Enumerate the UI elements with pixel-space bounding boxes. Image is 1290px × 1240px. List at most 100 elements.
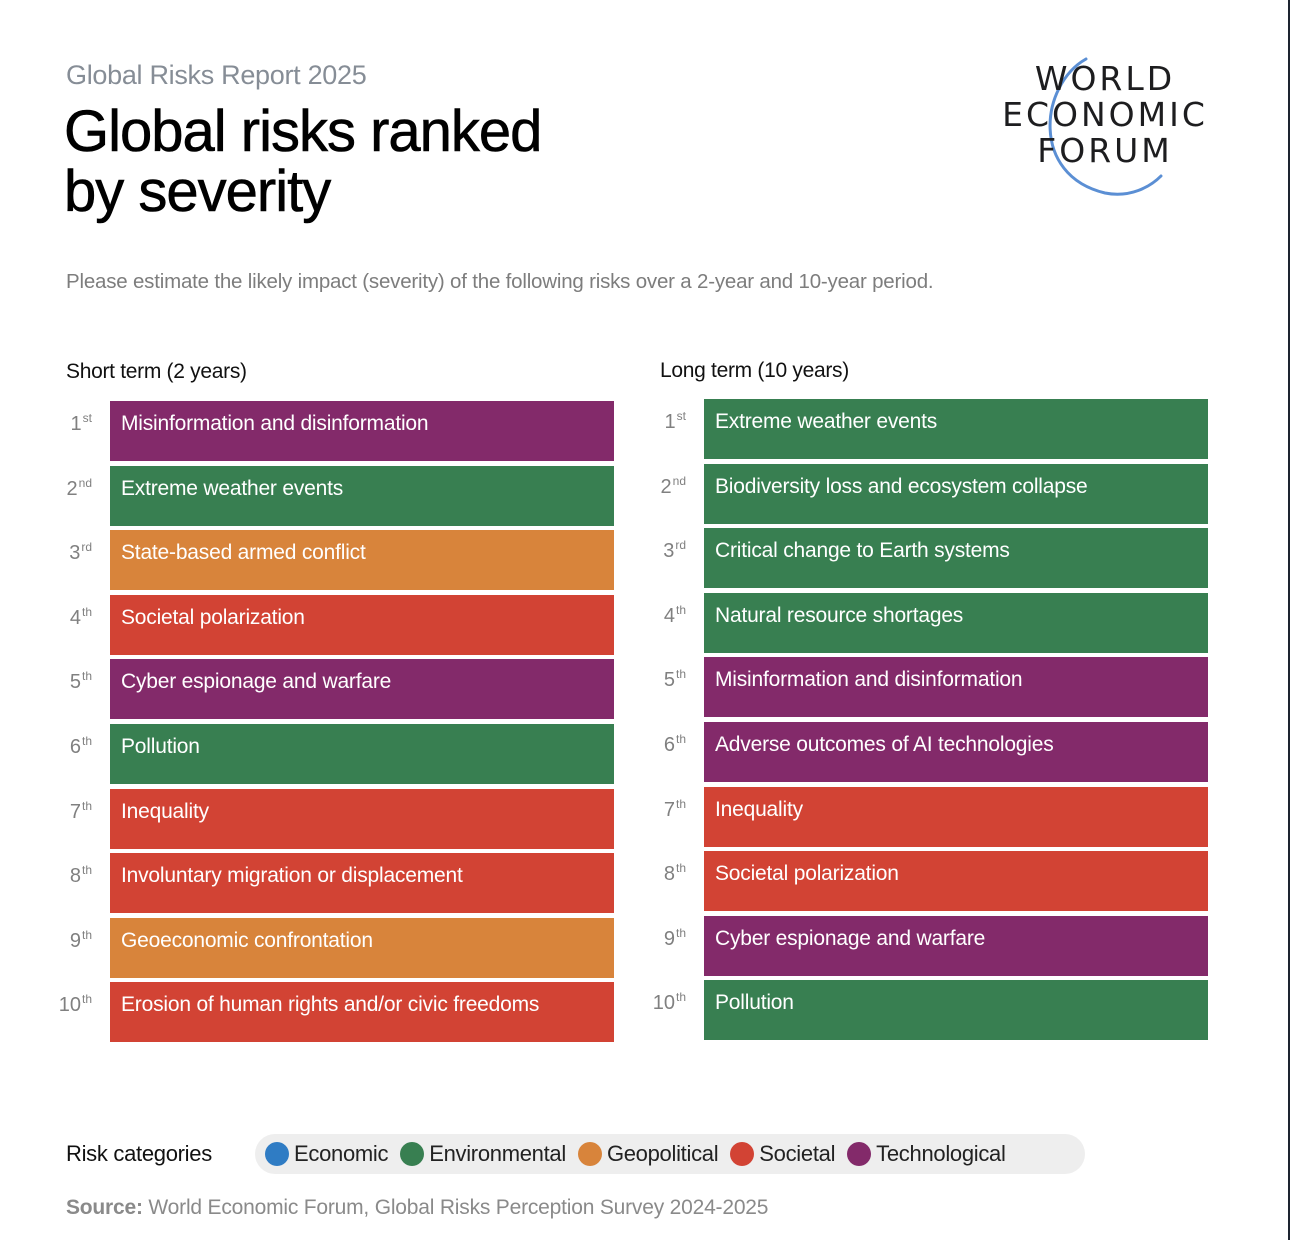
rank-label: 5th <box>48 669 92 694</box>
risk-bar-geopolitical: Geoeconomic confrontation <box>110 917 614 978</box>
legend-dot-icon <box>847 1142 872 1166</box>
risk-bar-societal: Societal polarization <box>704 851 1208 912</box>
rank-number: 2 <box>660 475 672 498</box>
rank-suffix: th <box>675 602 686 617</box>
rank-label: 10th <box>642 990 686 1015</box>
rank-number: 1 <box>664 411 676 433</box>
rank-label: 7th <box>48 798 92 824</box>
rank-number: 3 <box>663 540 675 563</box>
risk-bar-technological: Misinformation and disinformation <box>704 657 1208 718</box>
source-label: Source: <box>66 1196 143 1219</box>
rank-suffix: rd <box>81 540 92 555</box>
legend-dot-icon <box>730 1142 755 1166</box>
rank-suffix: th <box>675 667 686 682</box>
rank-number: 9 <box>663 927 675 950</box>
rank-suffix: nd <box>672 473 686 488</box>
rank-label: 8th <box>642 861 686 886</box>
rank-number: 10 <box>58 994 81 1017</box>
rank-suffix: th <box>81 927 92 942</box>
rank-suffix: th <box>675 990 686 1005</box>
rank-suffix: th <box>81 798 92 813</box>
rank-label: 2nd <box>642 473 686 499</box>
page-title: Global risks ranked by severity <box>64 101 543 224</box>
legend-label: Economic <box>294 1141 389 1166</box>
rank-label: 7th <box>642 796 686 822</box>
rank-number: 6 <box>69 736 81 758</box>
legend-label: Geopolitical <box>606 1141 719 1166</box>
legend-label: Environmental <box>429 1141 566 1166</box>
rank-label: 3rd <box>48 540 92 565</box>
risk-bar-societal: Erosion of human rights and/or civic fre… <box>110 982 614 1043</box>
rank-suffix: th <box>81 863 92 878</box>
legend-dot-icon <box>577 1142 602 1166</box>
risk-bar-environmental: Pollution <box>110 724 614 784</box>
rank-label: 2nd <box>48 476 92 501</box>
risk-bar-environmental: Critical change to Earth systems <box>704 528 1208 589</box>
rank-label: 9th <box>48 927 92 953</box>
logo-line-economic: ECONOMIC <box>1002 95 1208 134</box>
risk-bar-technological: Cyber espionage and warfare <box>704 915 1208 976</box>
rank-suffix: rd <box>675 538 686 553</box>
rank-number: 8 <box>663 863 675 886</box>
rank-suffix: th <box>675 732 686 746</box>
rank-suffix: th <box>675 861 686 876</box>
rank-suffix: th <box>675 925 686 940</box>
risk-bar-technological: Misinformation and disinformation <box>110 401 614 461</box>
risk-bar-societal: Involuntary migration or displacement <box>110 853 614 914</box>
rank-label: 9th <box>642 925 686 951</box>
rank-suffix: st <box>82 411 92 425</box>
rank-label: 1st <box>642 409 686 434</box>
rank-number: 4 <box>69 606 81 629</box>
rank-label: 3rd <box>642 538 686 563</box>
risk-bar-environmental: Pollution <box>704 980 1208 1041</box>
legend-item-economic: Economic <box>265 1141 389 1167</box>
legend-item-societal: Societal <box>730 1141 835 1167</box>
rank-number: 4 <box>663 604 675 627</box>
rank-suffix: th <box>81 604 92 619</box>
rank-suffix: th <box>81 669 92 684</box>
legend-item-environmental: Environmental <box>400 1141 566 1167</box>
risk-bar-geopolitical: State-based armed conflict <box>110 530 614 591</box>
short-term-header: Short term (2 years) <box>66 360 247 383</box>
risk-bar-societal: Inequality <box>704 786 1208 847</box>
legend-label: Societal <box>759 1141 836 1166</box>
rank-number: 9 <box>69 929 81 952</box>
source-note: Source: World Economic Forum, Global Ris… <box>66 1196 768 1220</box>
legend-label: Technological <box>876 1141 1006 1166</box>
rank-label: 4th <box>642 602 686 628</box>
risk-bar-technological: Adverse outcomes of AI technologies <box>704 722 1208 782</box>
legend-item-geopolitical: Geopolitical <box>577 1141 719 1167</box>
report-name: Global Risks Report 2025 <box>66 60 367 90</box>
rank-number: 6 <box>663 734 675 756</box>
logo-line-forum: FORUM <box>1037 131 1173 170</box>
rank-number: 5 <box>663 669 675 692</box>
title-line-2: by severity <box>64 159 332 224</box>
rank-number: 7 <box>69 800 81 823</box>
page-edge-line <box>1288 0 1290 1240</box>
legend-dot-icon <box>400 1142 425 1166</box>
source-text: World Economic Forum, Global Risks Perce… <box>142 1196 769 1219</box>
rank-suffix: st <box>676 409 686 423</box>
risk-bar-environmental: Natural resource shortages <box>704 592 1208 653</box>
long-term-header: Long term (10 years) <box>660 359 849 382</box>
rank-suffix: th <box>81 992 92 1007</box>
rank-number: 10 <box>652 992 675 1015</box>
wef-logo: WORLD ECONOMIC FORUM <box>985 55 1225 200</box>
rank-label: 10th <box>48 992 92 1017</box>
risk-bar-societal: Inequality <box>110 788 614 849</box>
subtitle: Please estimate the likely impact (sever… <box>66 270 934 293</box>
rank-label: 6th <box>642 732 686 757</box>
rank-suffix: th <box>675 796 686 811</box>
rank-label: 4th <box>48 604 92 630</box>
rank-number: 3 <box>69 542 81 565</box>
risk-bar-environmental: Extreme weather events <box>704 399 1208 459</box>
rank-number: 8 <box>69 865 81 888</box>
rank-number: 2 <box>66 477 78 500</box>
risk-bar-environmental: Biodiversity loss and ecosystem collapse <box>704 463 1208 524</box>
rank-number: 1 <box>70 413 82 435</box>
legend: Economic Environmental Geopolitical Societa… <box>255 1134 1085 1174</box>
risk-bar-societal: Societal polarization <box>110 594 614 655</box>
logo-line-world: WORLD <box>1034 59 1176 98</box>
rank-number: 5 <box>69 671 81 694</box>
rank-label: 5th <box>642 667 686 692</box>
